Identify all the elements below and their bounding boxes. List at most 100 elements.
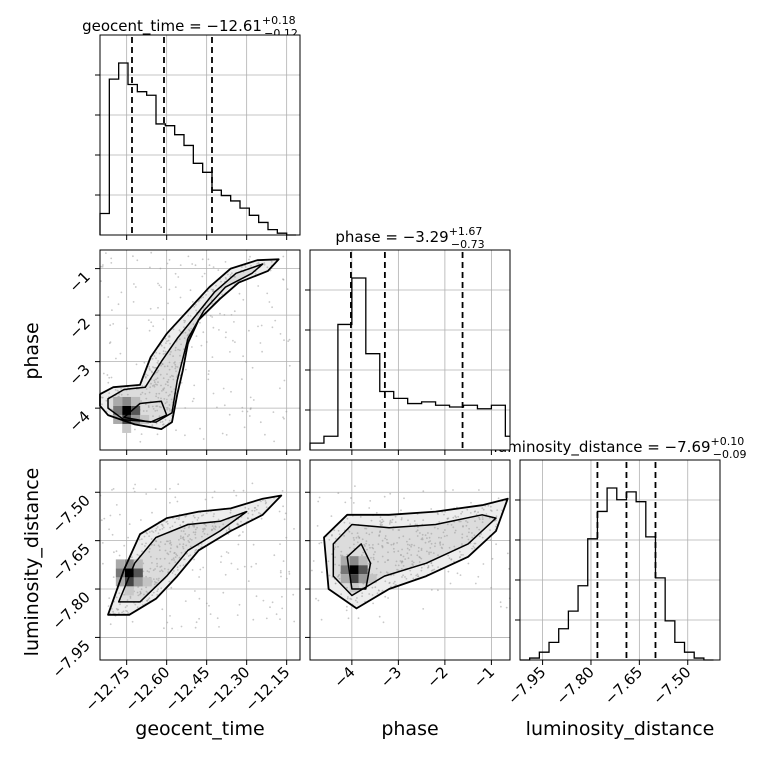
sample-point [157,532,160,535]
sample-point [162,377,165,380]
sample-point [338,533,341,536]
sample-point [162,353,165,355]
sample-point [497,497,500,500]
sample-point [163,398,166,400]
sample-point [153,366,156,369]
sample-point [410,543,413,546]
sample-point [168,361,171,364]
sample-point [352,502,355,504]
sample-point [140,433,143,435]
sample-point [500,605,502,608]
sample-point [228,528,230,530]
sample-point [194,590,196,592]
sample-point [108,376,111,379]
sample-point [117,608,120,611]
sample-point [145,410,148,412]
y-tick-label: −2 [65,314,93,342]
sample-point [227,552,230,554]
sample-point [143,361,146,364]
sample-point [459,520,462,523]
sample-point [417,526,419,528]
sample-point [200,344,203,347]
sample-point [194,551,196,554]
sample-point [252,399,255,401]
sample-point [191,521,194,523]
sample-point [194,537,197,539]
sample-point [186,535,189,538]
sample-point [482,508,485,511]
density-cell [358,565,368,575]
sample-point [155,578,158,580]
sample-point [465,520,467,522]
sample-point [278,510,281,513]
sample-point [152,531,155,533]
sample-point [358,536,361,539]
sample-point [167,381,169,383]
sample-point [318,496,321,499]
sample-point [258,512,260,514]
sample-point [166,621,169,624]
sample-point [347,596,349,598]
sample-point [151,594,154,596]
sample-point [334,546,337,548]
sample-point [428,553,430,555]
sample-point [395,584,397,586]
sample-point [179,537,182,540]
sample-point [268,301,271,303]
sample-point [420,566,423,569]
sample-point [446,534,448,537]
sample-point [337,529,340,532]
sample-point [154,488,157,490]
sample-point [178,329,181,332]
sample-point [410,545,412,548]
sample-point [190,327,193,330]
sample-point [156,409,159,412]
sample-point [168,542,171,545]
sample-point [180,343,183,346]
sample-point [152,578,155,580]
sample-point [402,555,405,558]
sample-point [279,571,282,574]
sample-point [437,566,439,568]
sample-point [221,432,224,435]
sample-point [173,559,176,561]
sample-point [393,580,396,583]
sample-point [392,574,395,576]
sample-point [447,554,450,557]
sample-point [152,415,154,418]
sample-point [422,519,425,521]
sample-point [166,401,168,403]
sample-point [355,536,358,539]
sample-point [279,543,281,545]
sample-point [346,517,349,520]
sample-point [173,552,176,554]
sample-point [117,303,120,306]
sample-point [432,569,434,571]
sample-point [141,550,143,553]
sample-point [156,594,159,596]
y-tick-label: −7.50 [49,491,94,536]
panel-frame [99,34,301,236]
sample-point [211,356,214,358]
sample-point [328,539,331,541]
sample-point [357,617,360,620]
sample-point [465,524,468,527]
sample-point [160,569,163,572]
sample-point [183,326,185,329]
sample-point [443,513,445,516]
sample-point [143,593,145,596]
density-cell [349,574,359,584]
sample-point [194,528,197,531]
sample-point [253,509,256,512]
sample-point [157,369,160,372]
sample-point [365,540,368,542]
density-cell [340,574,350,584]
sample-point [408,538,411,540]
sample-point [280,575,282,578]
sample-point [320,541,323,544]
sample-point [384,595,387,598]
sample-point [474,542,477,545]
sample-point [478,489,480,491]
sample-point [189,554,192,556]
